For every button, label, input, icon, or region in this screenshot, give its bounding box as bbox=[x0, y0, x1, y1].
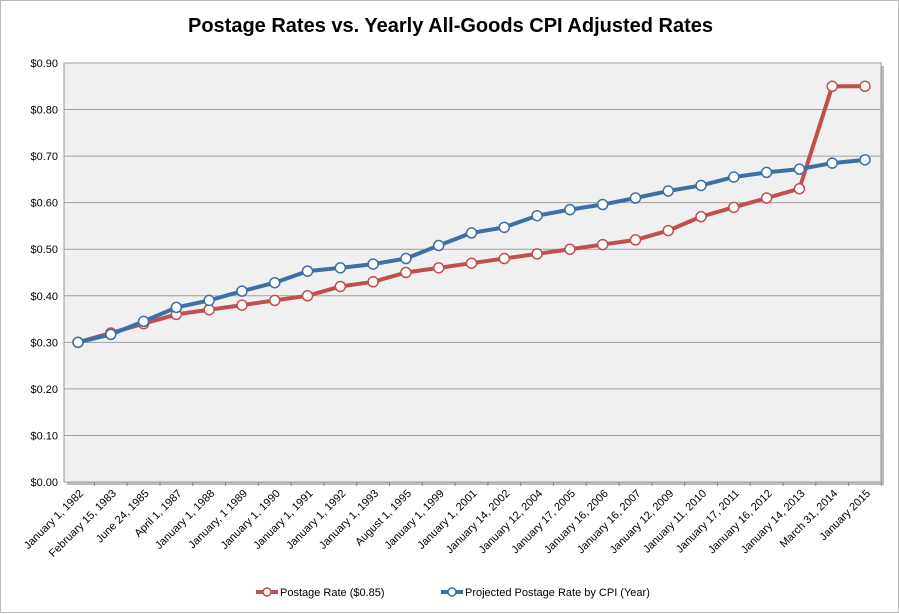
x-tick-label: January 1, 2001 bbox=[415, 488, 479, 552]
data-point-0 bbox=[629, 234, 642, 246]
data-point-0 bbox=[400, 266, 412, 279]
data-point-1 bbox=[203, 294, 215, 307]
x-tick-label: January 1, 1992 bbox=[284, 488, 348, 552]
x-tick-label: January 1, 1988 bbox=[153, 488, 217, 552]
data-point-0 bbox=[367, 276, 379, 288]
x-tick-label: January 1, 1993 bbox=[317, 488, 381, 552]
data-point-1 bbox=[826, 157, 838, 169]
data-point-0 bbox=[465, 257, 478, 269]
data-point-0 bbox=[728, 201, 740, 214]
data-point-1 bbox=[367, 258, 379, 270]
data-point-0 bbox=[203, 303, 215, 316]
data-point-1 bbox=[662, 185, 674, 197]
data-point-1 bbox=[695, 179, 707, 192]
x-tick-label: January 1, 1982 bbox=[22, 488, 86, 552]
y-tick-label: $0.10 bbox=[30, 430, 58, 442]
y-tick-label: $0.50 bbox=[30, 244, 58, 256]
y-tick-label: $0.60 bbox=[30, 198, 58, 210]
data-point-0 bbox=[859, 80, 871, 93]
plot-area bbox=[63, 62, 882, 483]
data-point-0 bbox=[498, 252, 511, 265]
data-point-1 bbox=[170, 301, 183, 314]
data-point-0 bbox=[301, 290, 314, 302]
data-point-1 bbox=[269, 276, 281, 289]
data-point-1 bbox=[137, 315, 150, 328]
data-point-0 bbox=[793, 182, 806, 195]
data-point-1 bbox=[400, 252, 412, 265]
x-tick-label: January 1, 1991 bbox=[251, 488, 315, 552]
legend-label-1: Projected Postage Rate by CPI (Year) bbox=[465, 587, 650, 599]
data-point-0 bbox=[760, 192, 773, 204]
data-point-1 bbox=[301, 265, 314, 277]
data-point-0 bbox=[826, 80, 838, 93]
x-tick-label: January 1, 1990 bbox=[219, 488, 283, 552]
data-point-0 bbox=[334, 280, 347, 293]
y-tick-label: $0.30 bbox=[30, 337, 58, 349]
data-point-0 bbox=[662, 224, 674, 237]
data-point-1 bbox=[859, 154, 871, 166]
y-tick-label: $0.70 bbox=[30, 151, 58, 163]
data-point-0 bbox=[236, 299, 248, 311]
chart-title: Postage Rates vs. Yearly All-Goods CPI A… bbox=[188, 15, 713, 37]
x-tick-label: January 1, 1999 bbox=[383, 488, 447, 552]
data-point-1 bbox=[531, 209, 543, 222]
data-point-1 bbox=[465, 227, 478, 239]
data-point-1 bbox=[793, 163, 806, 175]
data-point-1 bbox=[728, 171, 740, 183]
data-point-1 bbox=[596, 198, 609, 211]
data-point-0 bbox=[596, 238, 609, 251]
data-point-1 bbox=[432, 239, 445, 252]
data-point-1 bbox=[334, 262, 347, 274]
y-tick-label: $0.00 bbox=[30, 477, 58, 489]
data-point-1 bbox=[236, 285, 248, 297]
data-point-1 bbox=[105, 328, 117, 341]
legend-marker-1 bbox=[447, 587, 457, 597]
data-point-1 bbox=[564, 203, 576, 216]
data-point-0 bbox=[531, 248, 543, 260]
x-tick-label: March 31, 2014 bbox=[778, 488, 841, 551]
data-point-1 bbox=[498, 221, 511, 234]
y-tick-label: $0.80 bbox=[30, 105, 58, 117]
y-tick-label: $0.20 bbox=[30, 384, 58, 396]
data-point-1 bbox=[629, 192, 642, 204]
legend-label-0: Postage Rate ($0.85) bbox=[280, 587, 385, 599]
data-point-0 bbox=[695, 210, 707, 223]
data-point-1 bbox=[72, 336, 84, 349]
legend-marker-0 bbox=[262, 587, 272, 597]
data-point-0 bbox=[432, 262, 445, 274]
x-tick-label: January, 1 1989 bbox=[186, 488, 250, 552]
data-point-1 bbox=[760, 166, 773, 179]
data-point-0 bbox=[269, 294, 281, 307]
y-tick-label: $0.90 bbox=[30, 58, 58, 70]
y-tick-label: $0.40 bbox=[30, 291, 58, 303]
data-point-0 bbox=[564, 243, 576, 255]
